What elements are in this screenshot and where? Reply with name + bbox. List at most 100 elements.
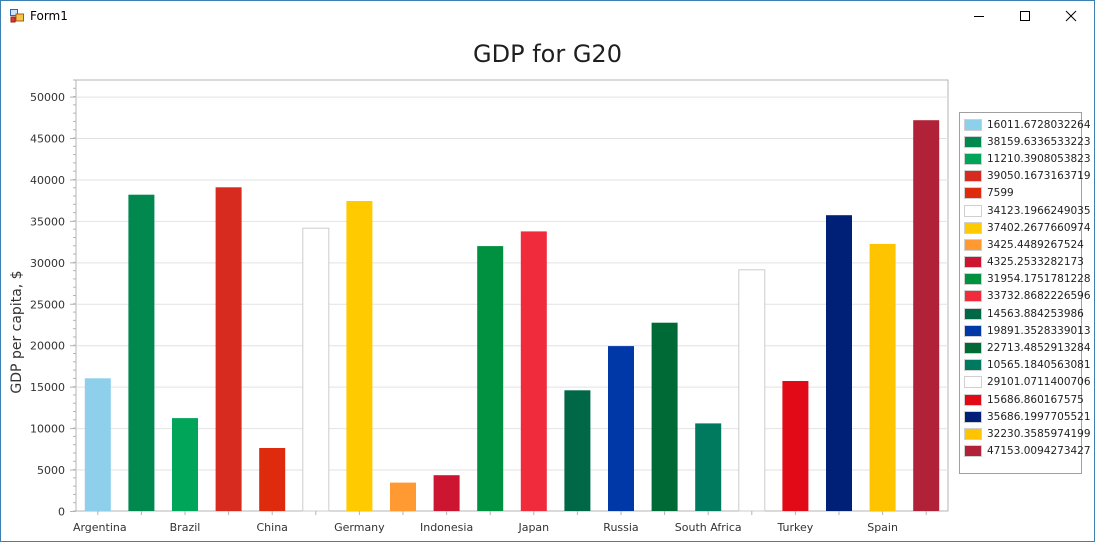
legend-item: 19891.3528339013 — [964, 322, 1091, 339]
y-tick-label: 10000 — [30, 423, 65, 436]
y-tick-label: 30000 — [30, 257, 65, 270]
bar — [433, 475, 460, 511]
legend-label: 10565.1840563081 — [987, 359, 1091, 372]
legend-label: 19891.3528339013 — [987, 324, 1091, 337]
y-tick-label: 20000 — [30, 340, 65, 353]
legend-swatch — [964, 324, 982, 337]
legend-item: 10565.1840563081 — [964, 357, 1091, 374]
legend-swatch — [964, 135, 982, 148]
legend-item: 31954.1751781228 — [964, 271, 1091, 288]
legend-item: 4325.2533282173 — [964, 254, 1084, 271]
y-tick-label: 45000 — [30, 133, 65, 146]
legend-label: 15686.860167575 — [987, 393, 1084, 406]
bar — [738, 269, 766, 512]
legend-item: 14563.884253986 — [964, 305, 1084, 322]
legend-item: 47153.0094273427 — [964, 443, 1091, 460]
legend-swatch — [964, 238, 982, 251]
legend-swatch — [964, 393, 982, 406]
y-tick-label: 25000 — [30, 298, 65, 311]
x-tick-label: Germany — [334, 521, 385, 534]
x-tick-label: Spain — [867, 521, 898, 534]
legend-swatch — [964, 221, 982, 234]
bar — [346, 201, 373, 511]
bar — [695, 423, 722, 511]
bar — [302, 227, 330, 512]
bar — [259, 448, 286, 511]
legend-label: 47153.0094273427 — [987, 445, 1091, 458]
legend-item: 34123.1966249035 — [964, 202, 1091, 219]
bar — [564, 390, 591, 511]
legend-label: 16011.6728032264 — [987, 118, 1091, 131]
bar — [826, 215, 852, 511]
legend-swatch — [964, 445, 982, 458]
window-title: Form1 — [30, 9, 68, 23]
legend-label: 38159.6336533223 — [987, 135, 1091, 148]
legend-item: 33732.8682226596 — [964, 288, 1091, 305]
legend-label: 11210.3908053823 — [987, 152, 1091, 165]
plot-frame — [75, 79, 949, 512]
y-tick-label: 5000 — [37, 464, 65, 477]
y-tick-label: 0 — [58, 506, 65, 519]
app-icon — [10, 9, 24, 23]
legend-item: 29101.0711400706 — [964, 374, 1091, 391]
minimize-icon — [974, 16, 984, 17]
legend-swatch — [964, 427, 982, 440]
maximize-button[interactable] — [1002, 1, 1048, 31]
legend-label: 33732.8682226596 — [987, 290, 1091, 303]
bar — [913, 120, 940, 511]
bar — [128, 194, 155, 511]
x-tick-label: Japan — [517, 521, 549, 534]
y-tick-label: 40000 — [30, 174, 65, 187]
bar — [84, 378, 111, 511]
legend-label: 32230.3585974199 — [987, 427, 1091, 440]
legend-swatch — [964, 204, 982, 217]
legend-item: 7599 — [964, 185, 1081, 202]
legend-swatch — [964, 170, 982, 183]
plot-area: 0 5000 10000 15000 20000 25000 30000 35000 40000… — [30, 79, 949, 534]
legend-swatch — [964, 256, 982, 269]
legend-item: 22713.4852913284 — [964, 339, 1091, 356]
bar — [651, 322, 678, 511]
x-tick-label: Turkey — [776, 521, 813, 534]
bar — [869, 243, 896, 511]
title-bar[interactable]: Form1 — [1, 1, 1094, 31]
legend-swatch — [964, 118, 982, 131]
legend-item: 3425.4489267524 — [964, 236, 1084, 253]
bar — [782, 381, 809, 511]
legend-label: 4325.2533282173 — [987, 256, 1084, 269]
legend-item: 39050.1673163719 — [964, 168, 1091, 185]
bar — [520, 231, 547, 511]
close-button[interactable] — [1048, 1, 1094, 31]
y-tick-label: 15000 — [30, 381, 65, 394]
legend-item: 15686.860167575 — [964, 391, 1084, 408]
bar — [390, 482, 416, 511]
legend-swatch — [964, 376, 982, 389]
legend-swatch — [964, 187, 982, 200]
legend-label: 14563.884253986 — [987, 307, 1084, 320]
chart-area: GDP for G20 GDP per capita, $ 0 5000 10000… — [1, 32, 1094, 541]
legend: 16011.6728032264 38159.6336533223 11210.39… — [959, 112, 1091, 474]
legend-swatch — [964, 152, 982, 165]
legend-item: 16011.6728032264 — [964, 116, 1091, 133]
x-tick-label: Russia — [603, 521, 638, 534]
minimize-button[interactable] — [956, 1, 1002, 31]
legend-label: 7599 — [987, 187, 1014, 200]
legend-swatch — [964, 307, 982, 320]
legend-label: 31954.1751781228 — [987, 273, 1091, 286]
legend-swatch — [964, 410, 982, 423]
y-tick-label: 50000 — [30, 91, 65, 104]
bar — [477, 246, 504, 511]
legend-item: 37402.2677660974 — [964, 219, 1091, 236]
x-tick-label: China — [256, 521, 287, 534]
bar — [608, 346, 634, 511]
x-tick-label: Indonesia — [420, 521, 473, 534]
legend-item: 32230.3585974199 — [964, 425, 1091, 442]
legend-label: 3425.4489267524 — [987, 238, 1084, 251]
bar — [172, 418, 198, 511]
legend-label: 34123.1966249035 — [987, 204, 1091, 217]
x-tick-label: Argentina — [73, 521, 127, 534]
legend-label: 29101.0711400706 — [987, 376, 1091, 389]
legend-swatch — [964, 359, 982, 372]
x-tick-label: Brazil — [170, 521, 201, 534]
